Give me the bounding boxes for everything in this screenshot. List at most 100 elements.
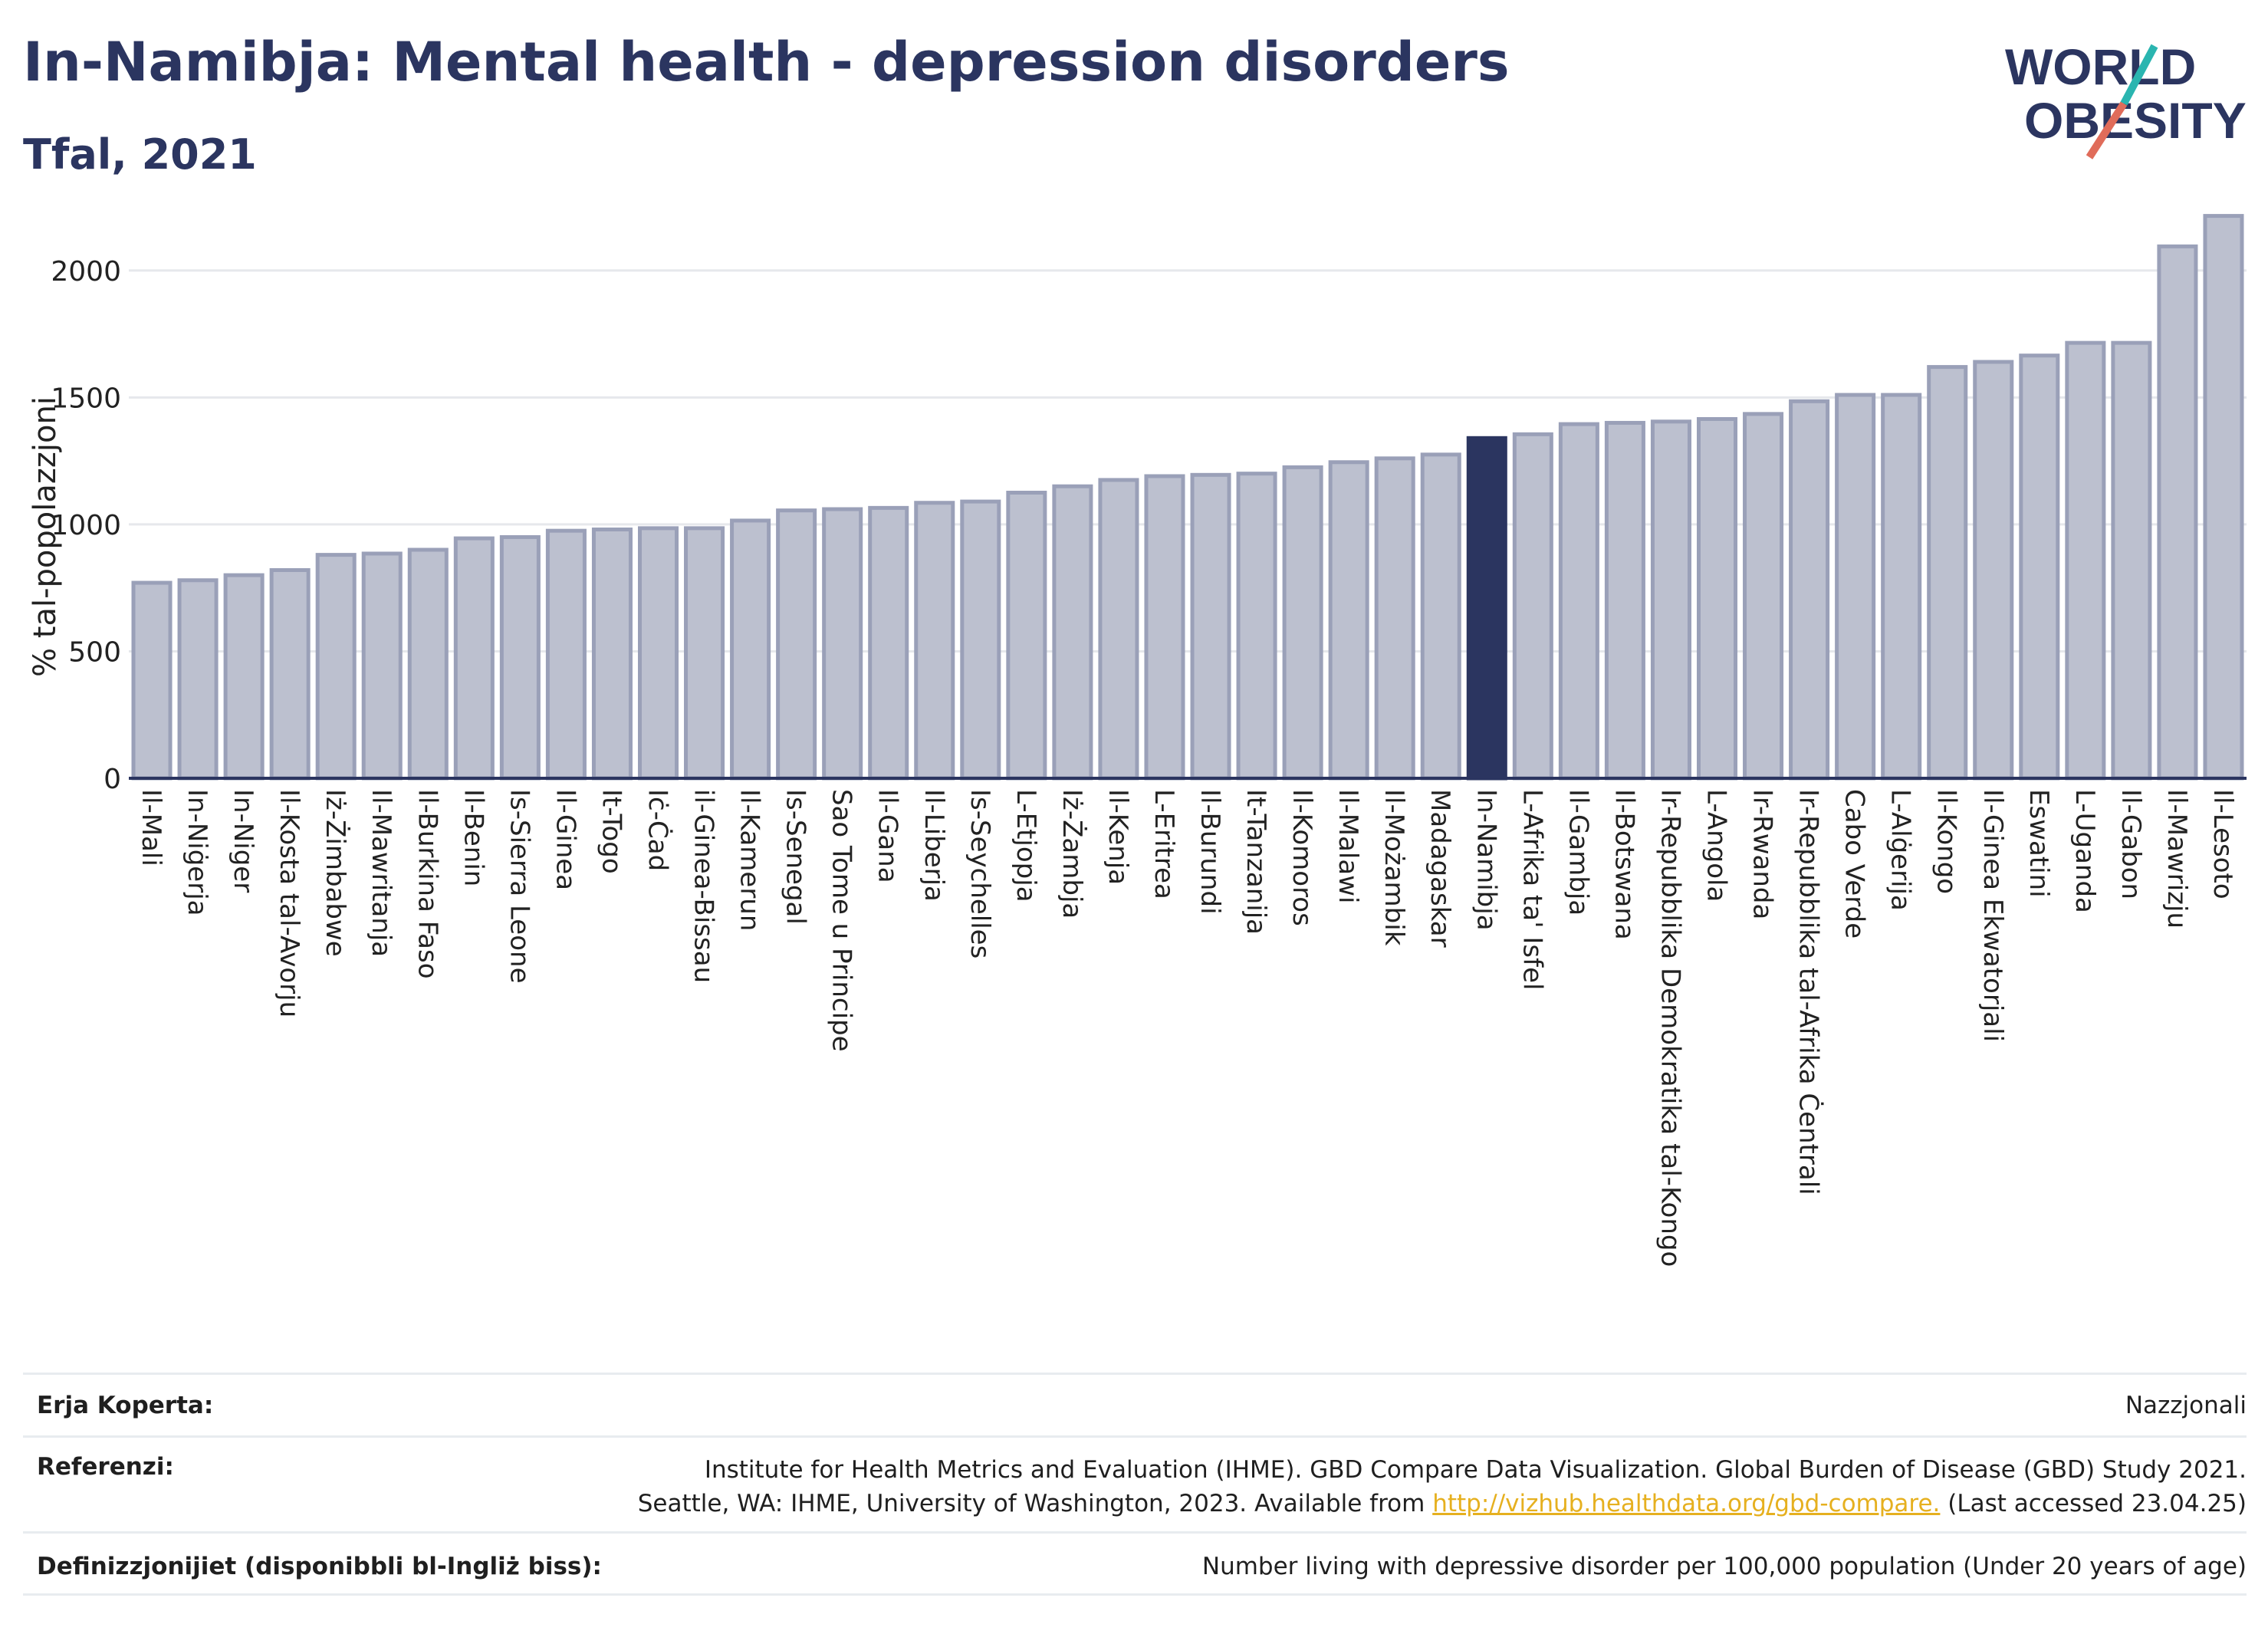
bar [1374,456,1415,781]
world-obesity-logo: WORLD OBESITY [2005,38,2247,159]
x-tick-label: Eswatini [2023,789,2054,898]
definitions-label: Definizzjonijiet (disponibbli bl-Ingliż … [37,1553,602,1580]
x-tick-label: Iċ-Ċad [643,789,674,871]
x-tick-label: L-Uganda [2069,789,2100,913]
y-axis-label: % tal-popolazzjoni [28,396,63,677]
x-tick-label: Il-Ginea [550,789,580,890]
x-tick-label: Il-Burkina Faso [412,789,442,979]
x-tick-label: Iż-Żimbabwe [320,789,350,957]
bar [315,553,357,781]
x-tick-labels: Il-Mali In-Niġerja In-Niger Il-Kosta tal-Av… [136,789,2238,1267]
x-tick-label: Il-Malawi [1333,789,1363,903]
x-tick-label: Madagaskar [1425,789,1455,948]
bar [1558,422,1599,781]
logo-slash-upper [2120,44,2158,106]
bar [223,573,265,781]
bar [1144,474,1185,781]
definitions-row: Definizzjonijiet (disponibbli bl-Ingliż … [23,1553,2247,1591]
bar [1282,465,1323,781]
bar [1650,419,1691,781]
bar [730,518,771,781]
x-tick-label: L-Afrika ta' Isfel [1517,789,1547,990]
x-tick-label: L-Eritrea [1149,789,1179,899]
coverage-label: Erja Koperta: [37,1392,214,1419]
bar [269,567,311,781]
x-tick-label: Il-Liberja [919,789,949,902]
x-tick-label: Il-Kenja [1103,789,1133,885]
x-tick-label: Il-Gabon [2115,789,2146,899]
x-tick-label: Iż-Żambja [1057,789,1087,919]
bar [1789,399,1830,781]
footer-divider [23,1373,2247,1375]
bar [776,508,817,781]
x-tick-label: Cabo Verde [1839,789,1870,939]
references-line2-text: Seattle, WA: IHME, University of Washing… [637,1490,1433,1517]
bar [914,501,955,781]
bar [407,547,449,781]
x-tick-label: Il-Kamerun [735,789,765,931]
bar [1927,365,1968,781]
x-tick-label: Il-Burundi [1195,789,1225,915]
coverage-row: Erja Koperta: Nazzjonali [23,1392,2247,1430]
bar [2019,353,2060,781]
y-tick-label: 2000 [51,256,121,288]
x-tick-label: Is-Seychelles [965,789,995,958]
bar [453,536,495,781]
coverage-value: Nazzjonali [2125,1392,2247,1419]
references-text: Institute for Health Metrics and Evaluat… [638,1453,2247,1521]
bar [2111,340,2152,781]
bars [129,214,2247,781]
x-tick-label: Sao Tome u Principe [827,789,857,1052]
logo-slash-lower [2086,101,2128,159]
x-tick-label: Il-Lesoto [2207,789,2238,899]
bar-highlight [1466,436,1507,781]
x-tick-label: It-Tanzanija [1241,789,1271,935]
references-line2: Seattle, WA: IHME, University of Washing… [638,1487,2247,1521]
x-tick-label: Il-Mawritanja [366,789,396,957]
chart-subtitle: Tfal, 2021 [23,130,257,179]
x-tick-label: Il-Ginea Ekwatorjali [1977,789,2008,1042]
x-tick-label: It-Togo [596,789,626,874]
x-tick-label: In-Niġerja [182,789,212,916]
references-row: Referenzi: Institute for Health Metrics … [23,1453,2247,1537]
bar [1052,484,1093,781]
x-tick-label: Ir-Rwanda [1747,789,1778,919]
x-tick-label: Il-Botswana [1609,789,1639,940]
bar [1696,416,1738,781]
references-link[interactable]: http://vizhub.healthdata.org/gbd-compare… [1432,1490,1941,1517]
bar [177,578,219,781]
x-tick-label: Ir-Repubblika tal-Afrika Ċentrali [1793,789,1825,1195]
x-tick-label: In-Namibja [1471,789,1501,931]
bar [1328,460,1369,781]
bar [361,551,403,781]
y-tick-label: 1500 [51,383,121,414]
y-tick-label: 500 [68,636,121,668]
y-tick-label: 0 [104,764,121,795]
x-tick-label: Il-Kosta tal-Avorju [274,789,304,1018]
bar [1420,452,1461,781]
x-tick-label: Il-Mali [136,789,166,866]
bar-chart: 0 500 1000 1500 2000 Il-Mali In-Niġerja In-Nig… [28,214,2247,1267]
bar [1236,472,1277,781]
logo-text-line2: OBESITY [2024,92,2247,149]
bar [1973,360,2014,781]
x-tick-label: In-Niger [228,789,258,893]
logo-text-line1: WORLD [2005,38,2196,95]
chart-title: In-Namibja: Mental health - depression d… [23,31,1510,94]
x-tick-label: L-Angola [1701,789,1732,902]
bar [637,526,679,781]
bar [684,526,725,781]
bar [960,499,1001,781]
bar [591,528,633,781]
references-line1: Institute for Health Metrics and Evaluat… [704,1456,2247,1484]
bar [1604,420,1645,781]
x-tick-label: il-Ginea-Bissau [689,789,719,983]
bar [1190,472,1231,781]
x-tick-label: L-Etjopja [1011,789,1041,902]
x-tick-label: Il-Gambja [1563,789,1593,916]
x-tick-label: Ir-Repubblika Demokratika tal-Kongo [1655,789,1685,1267]
x-tick-label: Il-Benin [458,789,488,886]
x-tick-label: Il-Gana [873,789,903,883]
bar [2065,340,2106,781]
bar [822,507,863,781]
